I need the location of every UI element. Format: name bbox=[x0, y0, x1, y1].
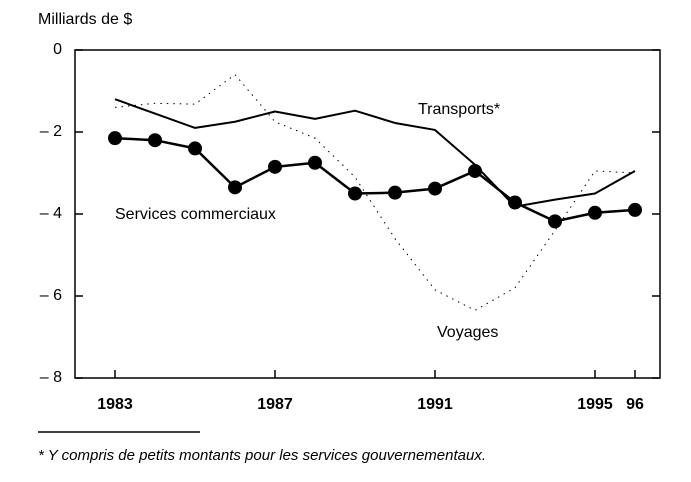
marker bbox=[228, 180, 242, 195]
x-tick-label: 96 bbox=[626, 396, 644, 413]
marker bbox=[108, 131, 122, 146]
marker bbox=[428, 181, 442, 196]
series-line bbox=[114, 98, 636, 208]
y-tick-label: – 8 bbox=[40, 369, 62, 386]
series-label: Voyages bbox=[437, 324, 498, 341]
marker bbox=[348, 186, 362, 201]
marker bbox=[268, 159, 282, 174]
marker bbox=[388, 185, 402, 200]
series-line bbox=[114, 136, 636, 223]
x-tick-label: 1987 bbox=[257, 396, 293, 413]
y-tick-label: – 4 bbox=[40, 205, 62, 222]
marker bbox=[508, 195, 522, 210]
y-axis-label: Milliards de $ bbox=[38, 11, 132, 28]
marker bbox=[588, 205, 602, 220]
footnote: * Y compris de petits montants pour les … bbox=[38, 447, 486, 464]
x-tick-label: 1995 bbox=[577, 396, 613, 413]
marker bbox=[308, 155, 322, 170]
marker bbox=[188, 141, 202, 156]
series-label: Transports* bbox=[418, 101, 500, 118]
series-label: Services commerciaux bbox=[115, 206, 276, 223]
marker bbox=[468, 163, 482, 178]
y-tick-label: – 2 bbox=[40, 123, 62, 140]
marker bbox=[628, 202, 642, 217]
x-tick-label: 1983 bbox=[97, 396, 133, 413]
y-tick-label: – 6 bbox=[40, 287, 62, 304]
marker bbox=[148, 133, 162, 148]
marker bbox=[548, 214, 562, 229]
y-tick-label: 0 bbox=[53, 41, 62, 58]
x-tick-label: 1991 bbox=[417, 396, 453, 413]
